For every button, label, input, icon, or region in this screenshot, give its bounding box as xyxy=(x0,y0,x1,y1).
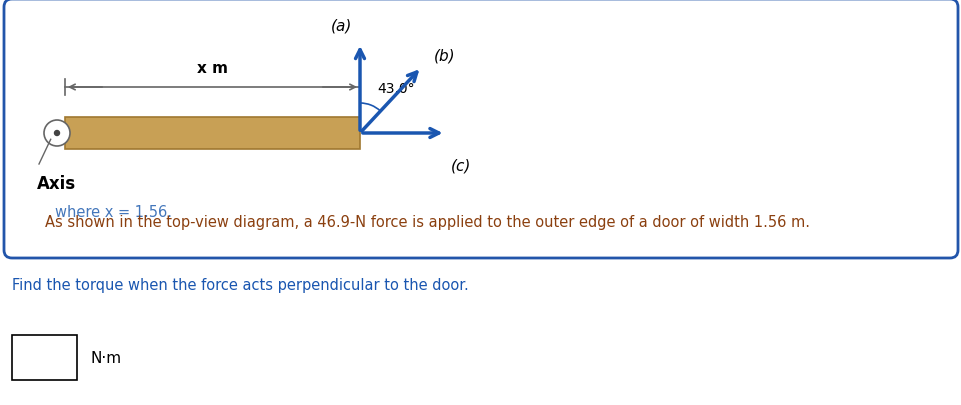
Text: 43.0°: 43.0° xyxy=(378,82,415,96)
Text: Axis: Axis xyxy=(37,175,76,192)
Text: As shown in the top-view diagram, a 46.9-N force is applied to the outer edge of: As shown in the top-view diagram, a 46.9… xyxy=(45,215,809,230)
Bar xyxy=(65,118,359,149)
Text: (a): (a) xyxy=(331,19,353,34)
Text: x m: x m xyxy=(197,61,228,76)
Text: (b): (b) xyxy=(432,48,455,63)
Text: N·m: N·m xyxy=(90,350,121,365)
Bar xyxy=(12,335,77,380)
Text: (c): (c) xyxy=(450,159,470,174)
Circle shape xyxy=(44,121,70,147)
Text: where x = 1.56.: where x = 1.56. xyxy=(55,205,172,220)
FancyBboxPatch shape xyxy=(4,0,957,258)
Text: Find the torque when the force acts perpendicular to the door.: Find the torque when the force acts perp… xyxy=(12,278,468,293)
Circle shape xyxy=(55,131,60,136)
